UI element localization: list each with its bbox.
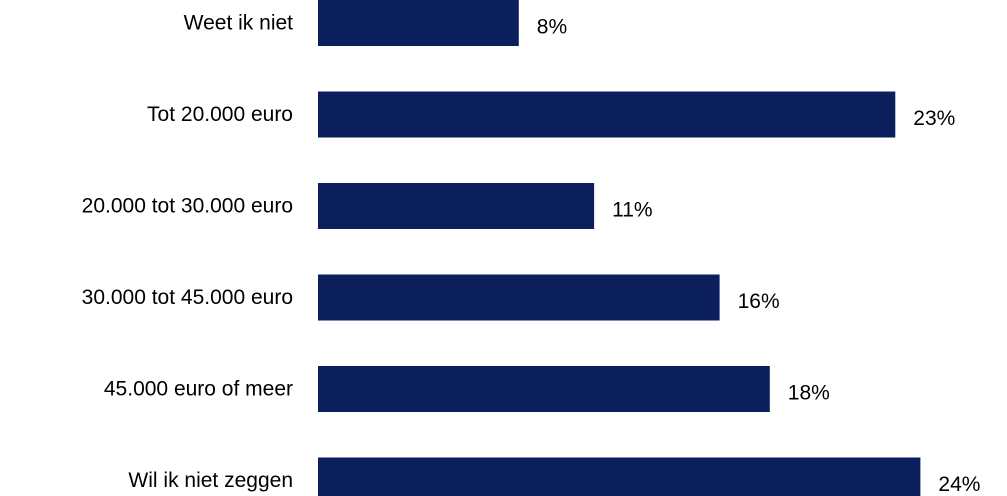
category-label-2: Tot 20.000 euro	[147, 103, 293, 126]
bar-4	[318, 274, 720, 321]
value-label-1: 8%	[537, 16, 567, 39]
bar-1	[318, 0, 519, 46]
category-label-1: Weet ik niet	[184, 12, 293, 35]
value-label-5: 18%	[788, 382, 830, 405]
category-label-6: Wil ik niet zeggen	[128, 469, 293, 492]
category-label-5: 45.000 euro of meer	[104, 378, 293, 401]
bar-5	[318, 366, 770, 412]
bar-3	[318, 183, 595, 229]
value-label-6: 24%	[938, 473, 980, 496]
category-label-4: 30.000 tot 45.000 euro	[82, 286, 293, 309]
category-label-3: 20.000 tot 30.000 euro	[82, 195, 293, 218]
value-label-4: 16%	[738, 290, 780, 313]
bar-6	[318, 457, 921, 496]
bar-2	[318, 91, 896, 138]
value-label-2: 23%	[913, 107, 955, 130]
value-label-3: 11%	[612, 199, 652, 222]
